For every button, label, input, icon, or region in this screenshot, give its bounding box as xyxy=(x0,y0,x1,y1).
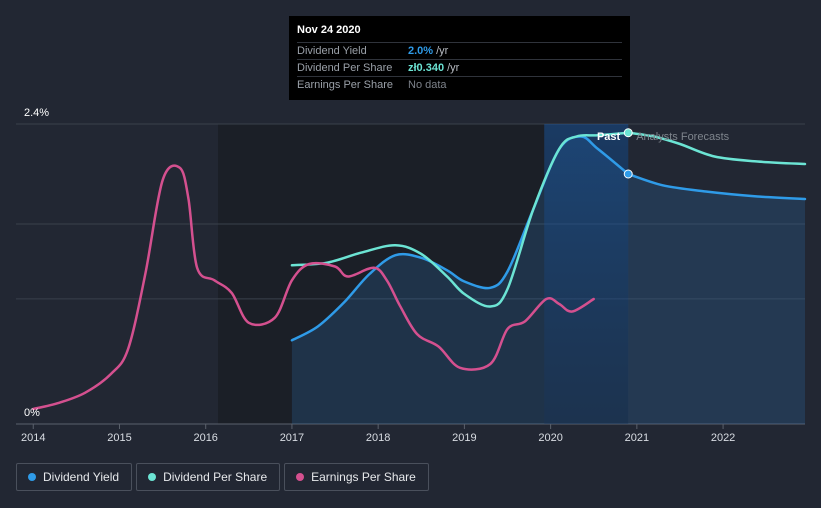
legend-item-dividend-yield[interactable]: Dividend Yield xyxy=(16,463,133,491)
tooltip-unit: /yr xyxy=(436,45,449,57)
y-axis-label-bottom: 0% xyxy=(24,407,40,419)
tooltip-row-dps: Dividend Per Share zł0.340 /yr xyxy=(297,59,622,76)
forecast-label: Analysts Forecasts xyxy=(636,131,729,143)
x-tick-label: 2019 xyxy=(452,432,476,444)
x-tick-label: 2021 xyxy=(625,432,649,444)
past-label: Past xyxy=(597,131,621,143)
tooltip-label: Dividend Yield xyxy=(297,45,367,57)
legend-item-dividend-per-share[interactable]: Dividend Per Share xyxy=(136,463,281,491)
legend: Dividend Yield Dividend Per Share Earnin… xyxy=(16,463,429,491)
current-markers xyxy=(623,128,633,179)
tooltip-date: Nov 24 2020 xyxy=(297,24,361,36)
current-period-band xyxy=(544,124,629,424)
series-line-dps xyxy=(290,131,630,308)
tooltip: Nov 24 2020 Dividend Yield 2.0% /yr Divi… xyxy=(289,16,630,100)
x-tick-label: 2020 xyxy=(538,432,562,444)
x-tick-label: 2016 xyxy=(193,432,217,444)
series-lines xyxy=(31,131,807,411)
tooltip-row-yield: Dividend Yield 2.0% /yr xyxy=(297,42,622,59)
series-line-eps xyxy=(31,164,595,411)
tooltip-label: Earnings Per Share xyxy=(297,79,393,91)
tooltip-value: zł0.340 xyxy=(408,62,445,74)
tooltip-value: No data xyxy=(408,79,447,91)
legend-dot-icon xyxy=(28,473,36,481)
x-tick-label: 2022 xyxy=(711,432,735,444)
x-tick-label: 2018 xyxy=(366,432,390,444)
legend-dot-icon xyxy=(148,473,157,481)
tooltip-value: 2.0% xyxy=(408,45,434,57)
forecast-line-dps xyxy=(626,131,807,166)
tooltip-row-eps: Earnings Per Share No data xyxy=(297,76,622,93)
legend-label: Earnings Per Share xyxy=(311,470,416,484)
legend-item-earnings-per-share[interactable]: Earnings Per Share xyxy=(284,463,429,491)
legend-label: Dividend Per Share xyxy=(163,470,268,484)
grid-lines xyxy=(16,123,805,425)
x-axis-ticks: 2014 2015 2016 2017 2018 2019 2020 2021 2022 xyxy=(21,424,735,444)
legend-label: Dividend Yield xyxy=(43,470,120,484)
y-axis-label-top: 2.4% xyxy=(24,107,49,119)
x-tick-label: 2015 xyxy=(107,432,131,444)
x-tick-label: 2014 xyxy=(21,432,45,444)
forecast-line-yield xyxy=(626,172,807,201)
current-point-yield xyxy=(623,169,633,179)
tooltip-label: Dividend Per Share xyxy=(297,62,393,74)
tooltip-unit: /yr xyxy=(447,62,460,74)
x-tick-label: 2017 xyxy=(280,432,304,444)
legend-dot-icon xyxy=(296,473,305,481)
current-point-dps xyxy=(623,128,633,138)
